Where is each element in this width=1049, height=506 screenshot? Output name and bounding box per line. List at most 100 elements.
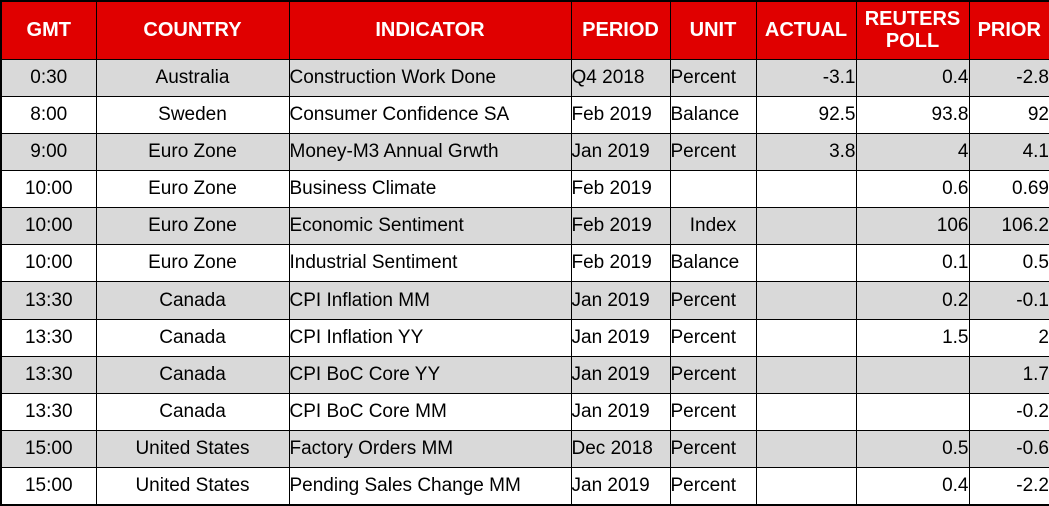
column-header-indicator: INDICATOR <box>288 0 572 60</box>
column-header-unit: UNIT <box>669 0 757 60</box>
cell-period: Jan 2019 <box>570 355 671 394</box>
cell-prior: 2 <box>968 318 1049 357</box>
cell-gmt: 0:30 <box>0 58 97 97</box>
cell-actual <box>755 430 857 469</box>
cell-unit: Index <box>669 207 757 246</box>
cell-reuters-poll: 0.4 <box>855 58 970 97</box>
cell-gmt: 13:30 <box>0 281 97 320</box>
cell-prior: 0.5 <box>968 244 1049 283</box>
table-row: 10:00 Euro Zone Business Climate Feb 2019 0.… <box>0 169 1049 209</box>
cell-actual: 3.8 <box>755 132 857 171</box>
cell-gmt: 9:00 <box>0 132 97 171</box>
cell-prior: -2.2 <box>968 467 1049 506</box>
cell-prior: 106.2 <box>968 207 1049 246</box>
cell-gmt: 13:30 <box>0 355 97 394</box>
cell-unit: Percent <box>669 132 757 171</box>
cell-country: Canada <box>95 318 290 357</box>
cell-country: Euro Zone <box>95 207 290 246</box>
table-row: 8:00 Sweden Consumer Confidence SA Feb 2019… <box>0 95 1049 134</box>
cell-unit <box>669 169 757 209</box>
cell-unit: Percent <box>669 318 757 357</box>
column-header-gmt: GMT <box>0 0 97 60</box>
cell-indicator: CPI Inflation MM <box>288 281 572 320</box>
cell-actual <box>755 392 857 432</box>
cell-indicator: Pending Sales Change MM <box>288 467 572 506</box>
cell-gmt: 8:00 <box>0 95 97 134</box>
column-header-reuters-poll: REUTERS POLL <box>855 0 970 60</box>
cell-prior: -0.2 <box>968 392 1049 432</box>
column-header-country: COUNTRY <box>95 0 290 60</box>
cell-unit: Balance <box>669 244 757 283</box>
cell-country: Sweden <box>95 95 290 134</box>
cell-actual: -3.1 <box>755 58 857 97</box>
cell-period: Feb 2019 <box>570 169 671 209</box>
cell-period: Feb 2019 <box>570 207 671 246</box>
column-header-prior: PRIOR <box>968 0 1049 60</box>
cell-period: Feb 2019 <box>570 95 671 134</box>
cell-indicator: CPI BoC Core MM <box>288 392 572 432</box>
cell-country: Canada <box>95 355 290 394</box>
column-header-actual: ACTUAL <box>755 0 857 60</box>
cell-country: Canada <box>95 392 290 432</box>
cell-reuters-poll <box>855 392 970 432</box>
cell-gmt: 15:00 <box>0 467 97 506</box>
table-row: 0:30 Australia Construction Work Done Q4 20… <box>0 58 1049 97</box>
cell-indicator: CPI BoC Core YY <box>288 355 572 394</box>
table-row: 10:00 Euro Zone Industrial Sentiment Feb 20… <box>0 244 1049 283</box>
table-body: 0:30 Australia Construction Work Done Q4 20… <box>0 58 1049 506</box>
cell-period: Feb 2019 <box>570 244 671 283</box>
cell-gmt: 10:00 <box>0 169 97 209</box>
table-row: 13:30 Canada CPI BoC Core YY Jan 2019 Percen… <box>0 355 1049 394</box>
cell-actual <box>755 355 857 394</box>
cell-reuters-poll: 106 <box>855 207 970 246</box>
cell-period: Jan 2019 <box>570 281 671 320</box>
cell-country: United States <box>95 430 290 469</box>
cell-prior: 92 <box>968 95 1049 134</box>
table-row: 13:30 Canada CPI Inflation YY Jan 2019 Perce… <box>0 318 1049 357</box>
cell-country: Australia <box>95 58 290 97</box>
cell-prior: -2.8 <box>968 58 1049 97</box>
cell-country: Euro Zone <box>95 244 290 283</box>
cell-indicator: Industrial Sentiment <box>288 244 572 283</box>
cell-actual <box>755 318 857 357</box>
cell-actual <box>755 169 857 209</box>
cell-unit: Percent <box>669 467 757 506</box>
cell-reuters-poll: 0.2 <box>855 281 970 320</box>
cell-period: Jan 2019 <box>570 392 671 432</box>
cell-indicator: Construction Work Done <box>288 58 572 97</box>
table-row: 9:00 Euro Zone Money-M3 Annual Grwth Jan 20… <box>0 132 1049 171</box>
table-row: 15:00 United States Factory Orders MM Dec 2… <box>0 430 1049 469</box>
table-row: 10:00 Euro Zone Economic Sentiment Feb 2019… <box>0 207 1049 246</box>
cell-reuters-poll <box>855 355 970 394</box>
cell-country: United States <box>95 467 290 506</box>
cell-gmt: 13:30 <box>0 392 97 432</box>
cell-reuters-poll: 0.5 <box>855 430 970 469</box>
table-header: GMT COUNTRY INDICATOR PERIOD UNIT ACTUAL… <box>0 0 1049 60</box>
cell-reuters-poll: 93.8 <box>855 95 970 134</box>
cell-indicator: Money-M3 Annual Grwth <box>288 132 572 171</box>
cell-unit: Percent <box>669 430 757 469</box>
cell-indicator: Economic Sentiment <box>288 207 572 246</box>
header-row: GMT COUNTRY INDICATOR PERIOD UNIT ACTUAL… <box>0 0 1049 60</box>
cell-country: Euro Zone <box>95 132 290 171</box>
cell-unit: Percent <box>669 58 757 97</box>
cell-reuters-poll: 0.1 <box>855 244 970 283</box>
cell-period: Dec 2018 <box>570 430 671 469</box>
cell-unit: Balance <box>669 95 757 134</box>
cell-actual: 92.5 <box>755 95 857 134</box>
cell-unit: Percent <box>669 281 757 320</box>
cell-gmt: 10:00 <box>0 207 97 246</box>
cell-reuters-poll: 0.6 <box>855 169 970 209</box>
cell-prior: -0.6 <box>968 430 1049 469</box>
cell-indicator: Business Climate <box>288 169 572 209</box>
cell-indicator: Consumer Confidence SA <box>288 95 572 134</box>
table-row: 13:30 Canada CPI BoC Core MM Jan 2019 Percen… <box>0 392 1049 432</box>
cell-prior: 1.7 <box>968 355 1049 394</box>
cell-country: Canada <box>95 281 290 320</box>
cell-actual <box>755 207 857 246</box>
cell-actual <box>755 467 857 506</box>
cell-gmt: 10:00 <box>0 244 97 283</box>
cell-unit: Percent <box>669 392 757 432</box>
cell-gmt: 13:30 <box>0 318 97 357</box>
